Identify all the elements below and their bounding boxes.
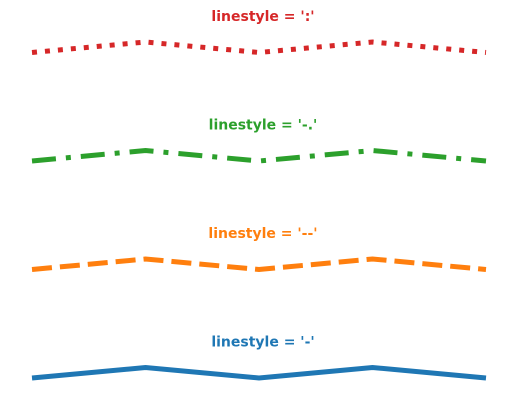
series-line xyxy=(31,147,487,164)
panel-1: linestyle = ':' xyxy=(31,9,487,56)
panel-3: linestyle = '--' xyxy=(31,226,487,273)
panel-2: linestyle = '-.' xyxy=(31,118,487,164)
panel-title: linestyle = '--' xyxy=(208,226,317,242)
panel-4: linestyle = '-' xyxy=(31,335,487,381)
panel-title: linestyle = ':' xyxy=(211,9,314,25)
panel-title: linestyle = '-.' xyxy=(209,118,318,134)
series-line xyxy=(31,364,487,381)
panel-title: linestyle = '-' xyxy=(211,335,314,351)
series-line xyxy=(31,256,487,273)
series-line xyxy=(31,39,487,56)
